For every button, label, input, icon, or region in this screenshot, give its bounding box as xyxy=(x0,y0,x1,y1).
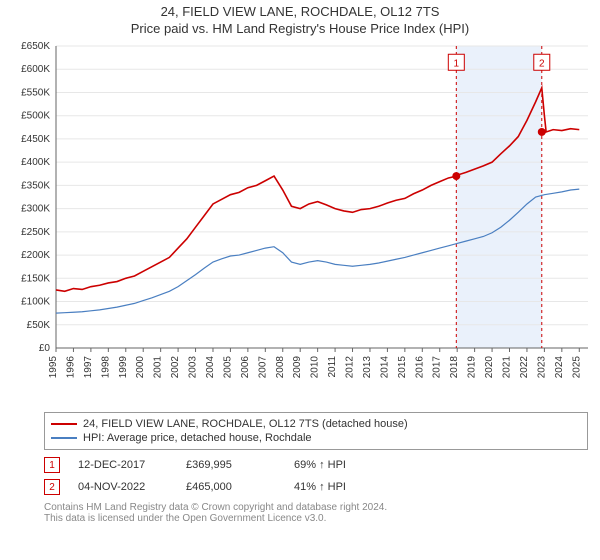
svg-text:2015: 2015 xyxy=(397,356,408,379)
marker-row: 2 04-NOV-2022 £465,000 41% ↑ HPI xyxy=(44,476,588,498)
legend-swatch xyxy=(51,423,77,425)
svg-text:2008: 2008 xyxy=(275,356,286,379)
svg-text:1997: 1997 xyxy=(83,356,94,379)
svg-text:1995: 1995 xyxy=(48,356,59,379)
marker-number-box: 2 xyxy=(44,479,60,495)
marker-date: 04-NOV-2022 xyxy=(78,481,168,493)
legend-label: HPI: Average price, detached house, Roch… xyxy=(83,432,312,444)
svg-text:£300K: £300K xyxy=(21,204,50,215)
svg-text:2024: 2024 xyxy=(554,356,565,379)
svg-text:2013: 2013 xyxy=(362,356,373,379)
credits-line1: Contains HM Land Registry data © Crown c… xyxy=(44,502,588,513)
svg-text:2017: 2017 xyxy=(432,356,443,379)
legend-swatch xyxy=(51,437,77,439)
svg-text:2022: 2022 xyxy=(519,356,530,379)
svg-text:2020: 2020 xyxy=(484,356,495,379)
svg-text:2002: 2002 xyxy=(170,356,181,379)
svg-text:2001: 2001 xyxy=(153,356,164,379)
svg-text:2006: 2006 xyxy=(240,356,251,379)
legend-item: 24, FIELD VIEW LANE, ROCHDALE, OL12 7TS … xyxy=(51,417,581,431)
svg-text:2016: 2016 xyxy=(414,356,425,379)
svg-text:1996: 1996 xyxy=(65,356,76,379)
legend-item: HPI: Average price, detached house, Roch… xyxy=(51,431,581,445)
svg-text:£650K: £650K xyxy=(21,41,50,52)
svg-text:2010: 2010 xyxy=(310,356,321,379)
legend-label: 24, FIELD VIEW LANE, ROCHDALE, OL12 7TS … xyxy=(83,418,408,430)
svg-text:2012: 2012 xyxy=(345,356,356,379)
svg-text:£50K: £50K xyxy=(27,320,51,331)
svg-text:2007: 2007 xyxy=(257,356,268,379)
svg-text:1: 1 xyxy=(454,58,460,69)
svg-text:£150K: £150K xyxy=(21,273,50,284)
svg-text:1998: 1998 xyxy=(100,356,111,379)
marker-date: 12-DEC-2017 xyxy=(78,459,168,471)
svg-text:£450K: £450K xyxy=(21,134,50,145)
svg-text:2021: 2021 xyxy=(502,356,513,379)
svg-text:1999: 1999 xyxy=(118,356,129,379)
svg-text:2003: 2003 xyxy=(188,356,199,379)
svg-text:£0: £0 xyxy=(39,343,51,354)
marker-price: £369,995 xyxy=(186,459,276,471)
svg-text:£200K: £200K xyxy=(21,250,50,261)
svg-text:2009: 2009 xyxy=(292,356,303,379)
svg-text:2005: 2005 xyxy=(222,356,233,379)
chart-svg: £0 £50K £100K £150K £200K £250K £300K £350K £400… xyxy=(0,36,600,406)
svg-text:2023: 2023 xyxy=(536,356,547,379)
svg-text:£250K: £250K xyxy=(21,227,50,238)
marker-delta: 69% ↑ HPI xyxy=(294,459,384,471)
svg-text:2000: 2000 xyxy=(135,356,146,379)
marker-row: 1 12-DEC-2017 £369,995 69% ↑ HPI xyxy=(44,454,588,476)
svg-text:£350K: £350K xyxy=(21,180,50,191)
marker-delta: 41% ↑ HPI xyxy=(294,481,384,493)
svg-text:2018: 2018 xyxy=(449,356,460,379)
svg-text:2: 2 xyxy=(539,58,545,69)
marker-table: 1 12-DEC-2017 £369,995 69% ↑ HPI 2 04-NOV-202… xyxy=(44,454,588,498)
page-subtitle: Price paid vs. HM Land Registry's House … xyxy=(0,21,600,36)
credits-line2: This data is licensed under the Open Gov… xyxy=(44,513,588,524)
legend: 24, FIELD VIEW LANE, ROCHDALE, OL12 7TS … xyxy=(44,412,588,450)
svg-text:£550K: £550K xyxy=(21,87,50,98)
svg-text:2014: 2014 xyxy=(379,356,390,379)
marker-price: £465,000 xyxy=(186,481,276,493)
page-title: 24, FIELD VIEW LANE, ROCHDALE, OL12 7TS xyxy=(0,4,600,19)
svg-text:2025: 2025 xyxy=(571,356,582,379)
svg-text:2011: 2011 xyxy=(327,356,338,378)
marker-number-box: 1 xyxy=(44,457,60,473)
svg-text:£100K: £100K xyxy=(21,297,50,308)
svg-text:£500K: £500K xyxy=(21,111,50,122)
svg-text:£600K: £600K xyxy=(21,64,50,75)
svg-text:2004: 2004 xyxy=(205,356,216,379)
svg-text:2019: 2019 xyxy=(467,356,478,379)
price-chart: £0 £50K £100K £150K £200K £250K £300K £350K £400… xyxy=(0,36,600,406)
credits: Contains HM Land Registry data © Crown c… xyxy=(44,502,588,524)
svg-text:£400K: £400K xyxy=(21,157,50,168)
